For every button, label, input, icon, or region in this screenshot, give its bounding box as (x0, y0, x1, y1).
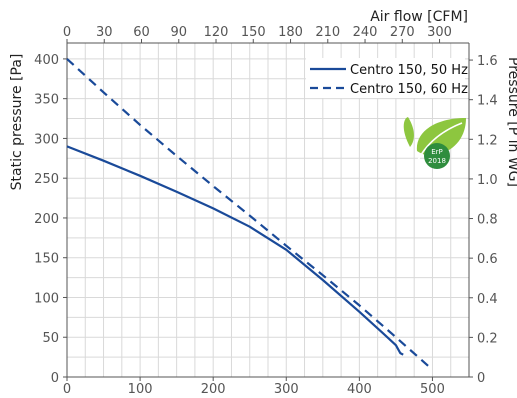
bottom-tick-label: 300 (274, 382, 299, 397)
bottom-tick-label: 500 (420, 382, 445, 397)
top-tick-label: 180 (278, 25, 303, 40)
left-tick-label: 0 (51, 371, 59, 386)
erp-badge: ErP 2018 (403, 117, 466, 169)
badge-circle (424, 143, 450, 169)
series-lines (66, 58, 434, 371)
top-tick-label: 120 (204, 25, 229, 40)
badge-leaf-icon (403, 117, 414, 147)
top-tick-label: 150 (241, 25, 266, 40)
right-tick-label: 1.0 (477, 173, 498, 188)
top-axis-title: Air flow [CFM] (370, 9, 468, 25)
legend-box (306, 58, 465, 98)
right-tick-label: 0.8 (477, 213, 498, 228)
axes (63, 39, 473, 381)
left-tick-label: 200 (34, 212, 59, 227)
left-tick-label: 350 (34, 93, 59, 108)
top-tick-label: 90 (170, 25, 187, 40)
right-tick-label: 0.4 (477, 292, 498, 307)
top-tick-label: 240 (353, 25, 378, 40)
series-line-50hz (66, 145, 404, 356)
bottom-tick-label: 100 (128, 382, 153, 397)
right-tick-label: 1.6 (477, 54, 498, 69)
bottom-tick-label: 400 (347, 382, 372, 397)
right-axis-title: Pressure [P in WG] (505, 57, 517, 187)
left-axis-title: Static pressure [Pa] (9, 54, 25, 191)
left-tick-label: 400 (34, 53, 59, 68)
left-tick-label: 50 (42, 331, 59, 346)
right-tick-label: 0 (477, 371, 485, 386)
left-tick-label: 250 (34, 172, 59, 187)
left-tick-label: 300 (34, 132, 59, 147)
legend-label-50hz: Centro 150, 50 Hz (350, 63, 468, 78)
bottom-tick-label: 0 (63, 382, 71, 397)
top-tick-label: 60 (133, 25, 150, 40)
legend-label-60hz: Centro 150, 60 Hz (350, 82, 468, 97)
left-tick-label: 150 (34, 252, 59, 267)
top-tick-label: 210 (315, 25, 340, 40)
top-tick-label: 300 (427, 25, 452, 40)
top-tick-label: 0 (63, 25, 71, 40)
badge-line1: ErP (431, 148, 443, 156)
right-tick-label: 0.2 (477, 331, 498, 346)
top-tick-label: 30 (96, 25, 113, 40)
legend: Centro 150, 50 Hz Centro 150, 60 Hz (306, 58, 468, 98)
right-tick-label: 1.2 (477, 133, 498, 148)
badge-leaf-vein-icon (417, 122, 463, 161)
bottom-tick-label: 200 (201, 382, 226, 397)
right-tick-label: 0.6 (477, 252, 498, 267)
top-tick-label: 270 (390, 25, 415, 40)
grid (67, 43, 469, 377)
right-tick-label: 1.4 (477, 94, 498, 109)
series-line-60hz (66, 58, 434, 371)
badge-line2: 2018 (428, 157, 446, 165)
left-tick-label: 100 (34, 291, 59, 306)
